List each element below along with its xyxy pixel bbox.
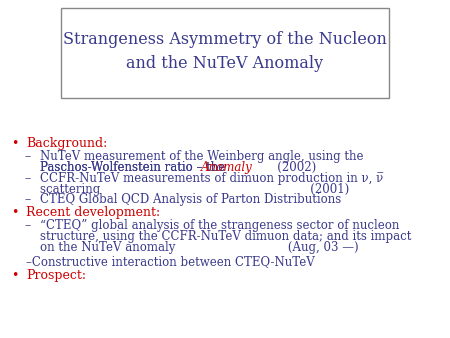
Text: –Constructive interaction between CTEQ-NuTeV: –Constructive interaction between CTEQ-N… [26, 255, 315, 268]
Text: “CTEQ” global analysis of the strangeness sector of nucleon: “CTEQ” global analysis of the strangenes… [40, 219, 399, 232]
Text: –: – [25, 150, 31, 163]
Text: •: • [11, 206, 18, 219]
Text: –: – [25, 172, 31, 185]
Text: •: • [11, 269, 18, 282]
Text: scattering                                                        (2001): scattering (2001) [40, 183, 349, 196]
Text: Recent development:: Recent development: [26, 206, 160, 219]
Text: Strangeness Asymmetry of the Nucleon
and the NuTeV Anomaly: Strangeness Asymmetry of the Nucleon and… [63, 31, 387, 72]
Text: •: • [11, 137, 18, 150]
Text: (2002): (2002) [236, 161, 316, 174]
Text: Prospect:: Prospect: [26, 269, 86, 282]
Text: Anomaly: Anomaly [201, 161, 252, 174]
Text: Paschos-Wolfenstein ratio – the: Paschos-Wolfenstein ratio – the [40, 161, 229, 174]
Text: on the NuTeV anomaly                              (Aug, 03 —): on the NuTeV anomaly (Aug, 03 —) [40, 241, 358, 254]
Text: Paschos-Wolfenstein ratio – the: Paschos-Wolfenstein ratio – the [40, 161, 229, 174]
FancyBboxPatch shape [61, 8, 389, 98]
Text: NuTeV measurement of the Weinberg angle, using the: NuTeV measurement of the Weinberg angle,… [40, 150, 363, 163]
Text: –: – [25, 219, 31, 232]
Text: –: – [25, 193, 31, 206]
Text: CCFR-NuTeV measurements of dimuon production in ν, ν̅: CCFR-NuTeV measurements of dimuon produc… [40, 172, 383, 185]
Text: Background:: Background: [26, 137, 108, 150]
Text: structure, using the CCFR-NuTeV dimuon data; and its impact: structure, using the CCFR-NuTeV dimuon d… [40, 230, 411, 243]
Text: CTEQ Global QCD Analysis of Parton Distributions: CTEQ Global QCD Analysis of Parton Distr… [40, 193, 341, 206]
